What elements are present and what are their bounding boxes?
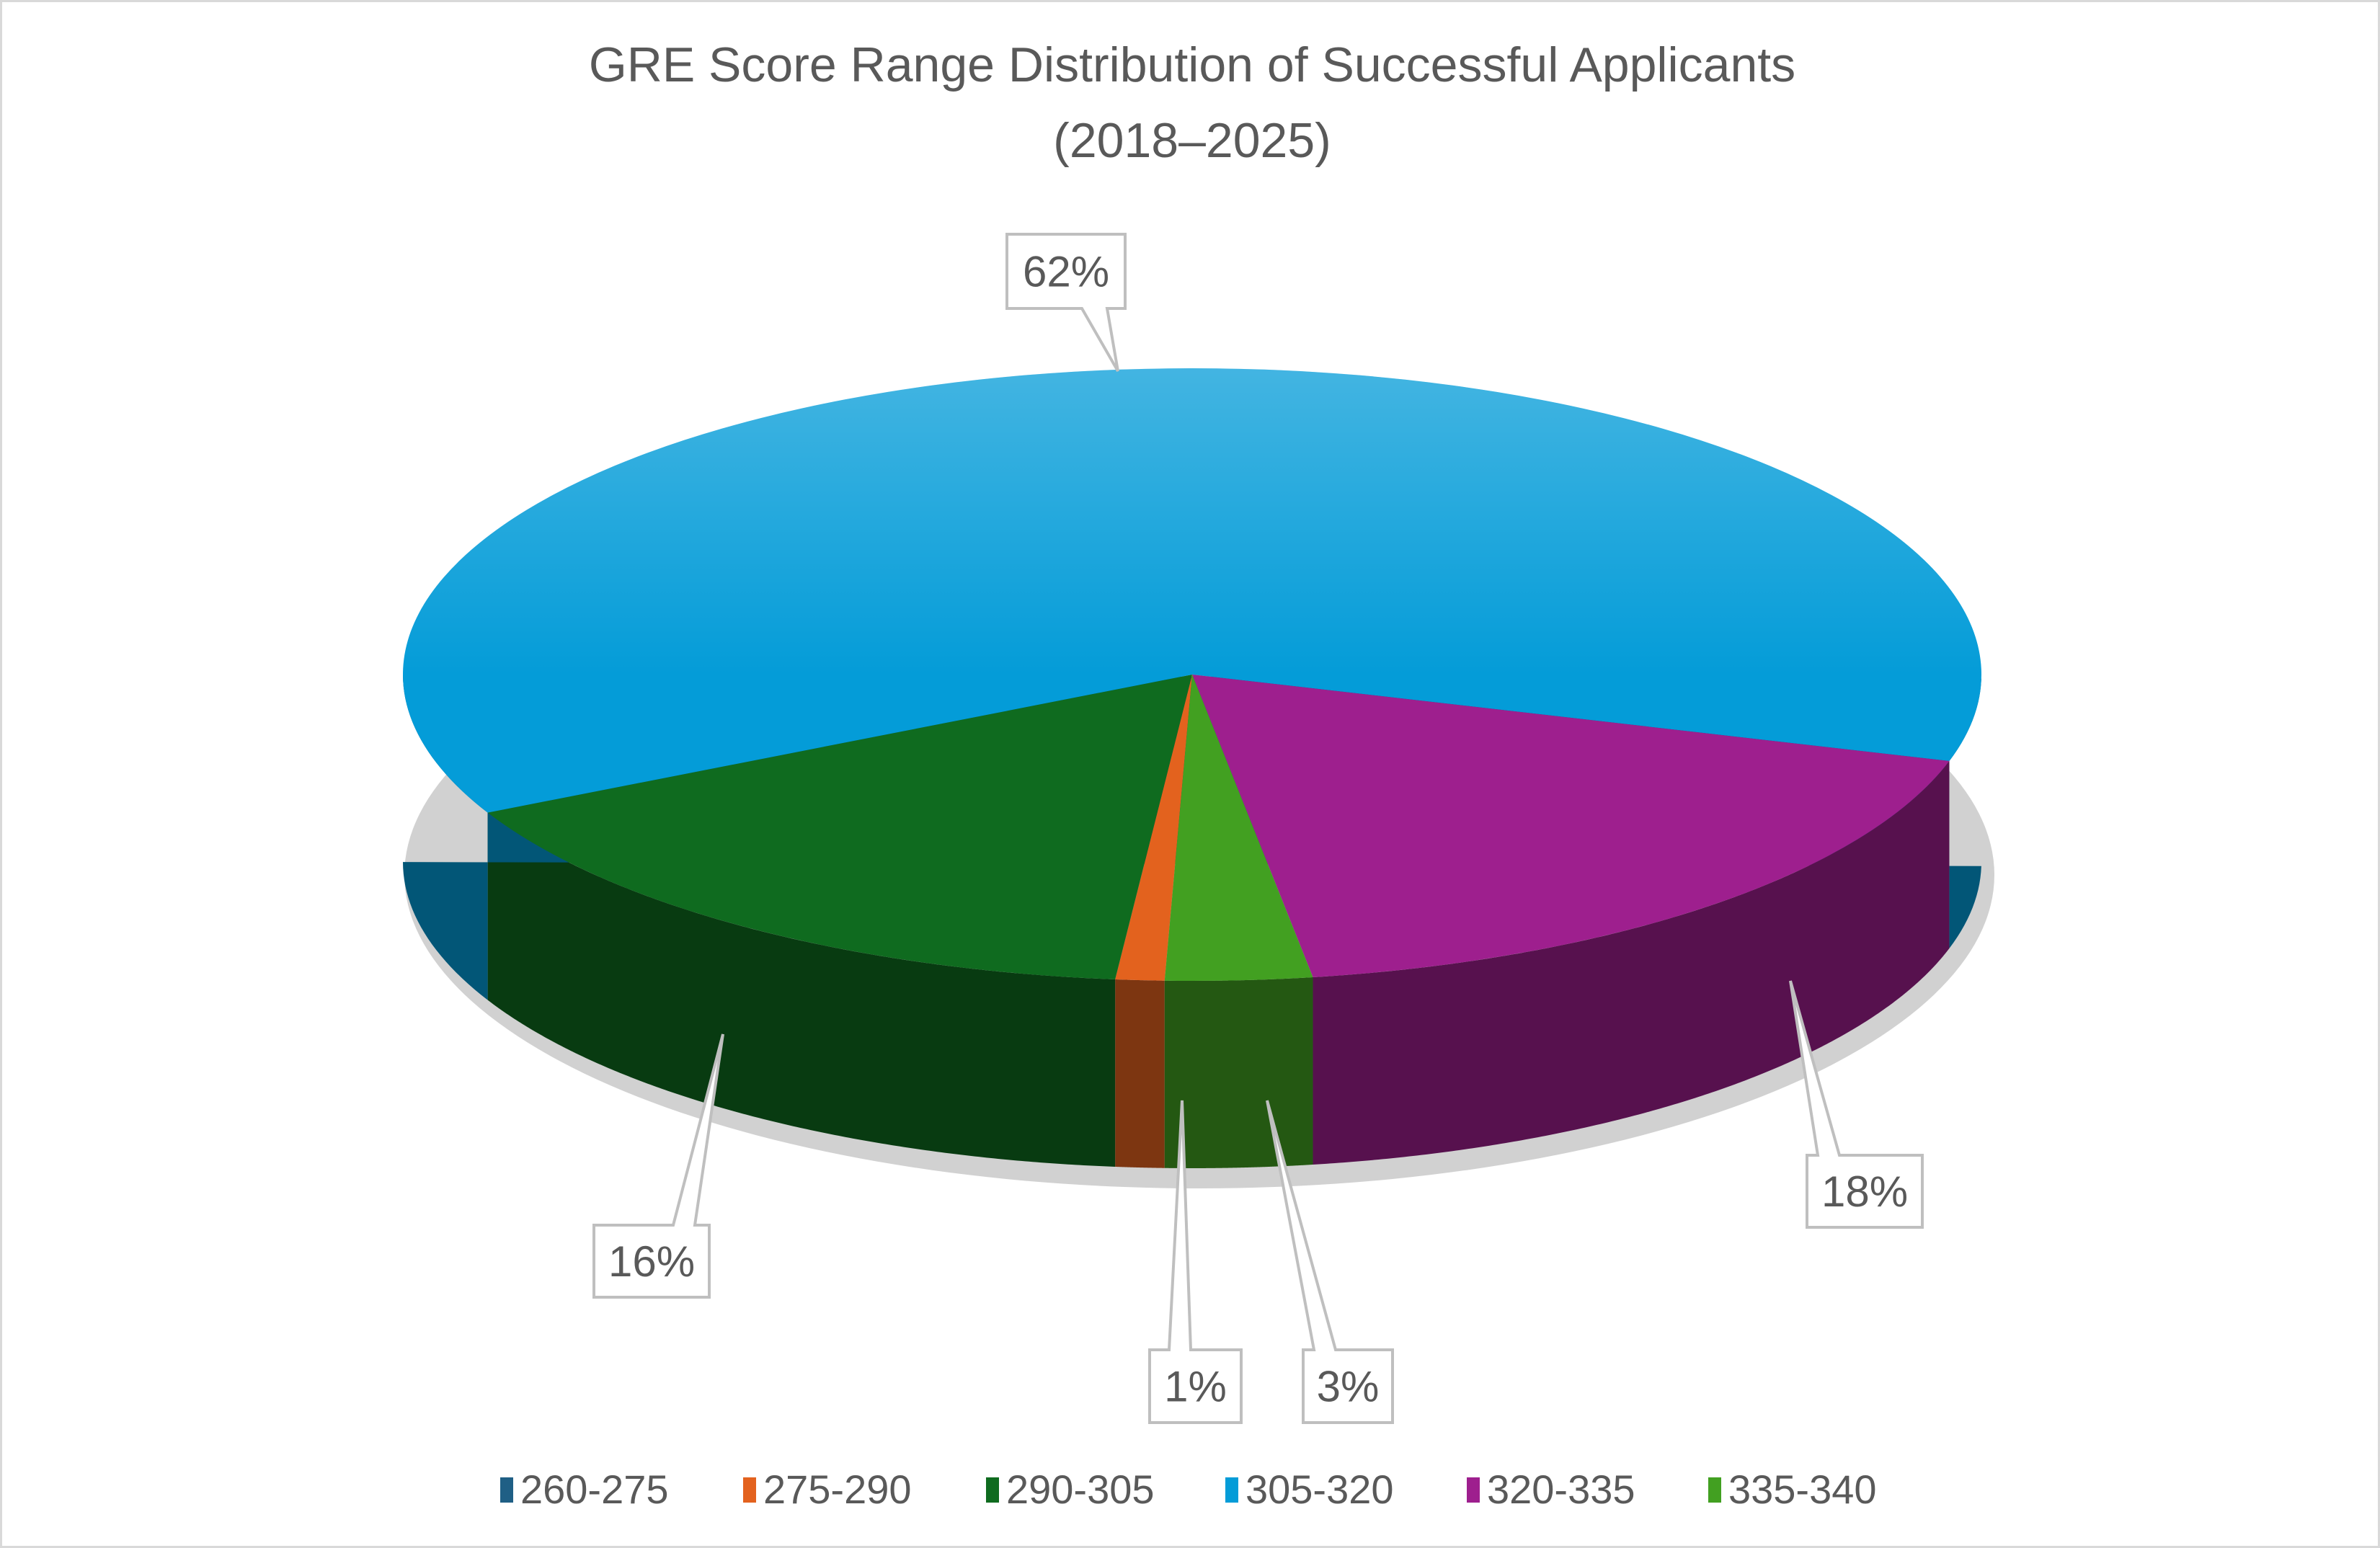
data-label-305-320: 62% — [1005, 233, 1127, 372]
data-label-335-340: 3% — [1266, 1100, 1394, 1424]
legend-swatch — [500, 1477, 513, 1503]
side-290-305 — [487, 812, 1116, 1167]
data-label-275-290: 1% — [1148, 1100, 1243, 1424]
side-335-340 — [1164, 977, 1313, 1168]
legend-label: 305-320 — [1245, 1467, 1394, 1512]
callout-box — [592, 1033, 724, 1299]
chart-title: GRE Score Range Distribution of Successf… — [589, 37, 1795, 92]
pie-top-faces — [402, 368, 1981, 981]
callout-box — [1005, 233, 1127, 372]
data-label-320-335: 18% — [1789, 980, 1924, 1229]
legend-swatch — [1467, 1477, 1480, 1503]
legend-swatch — [1708, 1477, 1721, 1503]
legend-item-290-305[interactable]: 290-305 — [986, 1467, 1155, 1512]
data-label-text: 1% — [1164, 1363, 1227, 1411]
legend-item-260-275[interactable]: 260-275 — [500, 1467, 669, 1512]
pie-slices — [402, 368, 1994, 1188]
pie-sheen — [403, 368, 1981, 981]
callout-box — [1148, 1100, 1243, 1424]
legend-item-320-335[interactable]: 320-335 — [1467, 1467, 1635, 1512]
legend-label: 260-275 — [520, 1467, 669, 1512]
legend-label: 320-335 — [1487, 1467, 1635, 1512]
data-label-text: 62% — [1023, 248, 1109, 296]
legend-item-335-340[interactable]: 335-340 — [1708, 1467, 1877, 1512]
data-label-text: 3% — [1317, 1363, 1380, 1411]
side-320-335 — [1313, 760, 1950, 1165]
data-label-text: 16% — [608, 1237, 695, 1286]
legend-item-305-320[interactable]: 305-320 — [1225, 1467, 1394, 1512]
chart-subtitle: (2018–2025) — [1053, 113, 1331, 168]
legend-label: 290-305 — [1006, 1467, 1155, 1512]
data-labels: 1% 16% 62% 18% 3% — [592, 233, 1924, 1424]
data-label-text: 18% — [1821, 1167, 1908, 1216]
legend-label: 335-340 — [1728, 1467, 1877, 1512]
legend-label: 275-290 — [763, 1467, 912, 1512]
legend: 260-275 275-290 290-305 305-320 320-335 335-3… — [500, 1467, 1877, 1512]
callout-box — [1789, 980, 1924, 1229]
legend-swatch — [986, 1477, 999, 1503]
side-275-290 — [1115, 979, 1165, 1168]
legend-swatch — [743, 1477, 756, 1503]
legend-swatch — [1225, 1477, 1238, 1503]
data-label-290-305: 16% — [592, 1033, 724, 1299]
callout-box — [1266, 1100, 1394, 1424]
legend-item-275-290[interactable]: 275-290 — [743, 1467, 912, 1512]
